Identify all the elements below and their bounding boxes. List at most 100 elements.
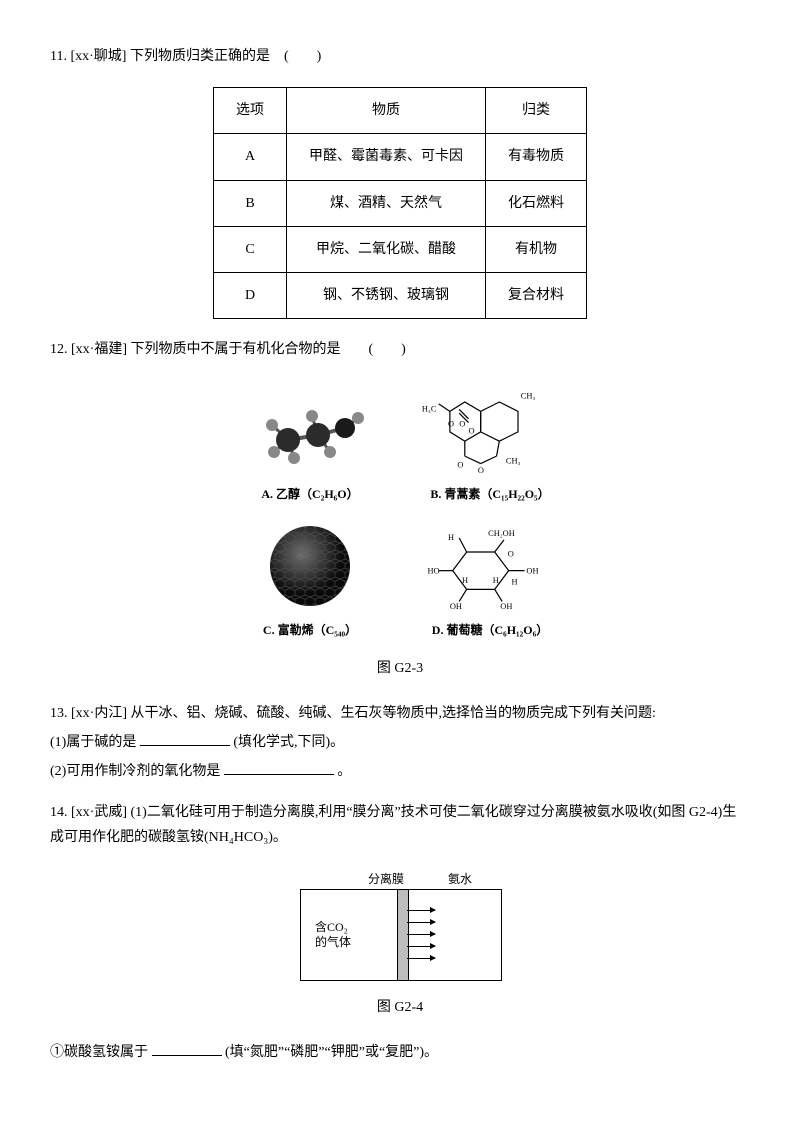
arrow-icon xyxy=(407,958,435,959)
membrane-box: 含CO₂ 的气体 xyxy=(300,889,502,981)
q12-figure: A. 乙醇（C₂H₆O） xyxy=(50,380,750,680)
q13-source: [xx·内江] xyxy=(71,706,127,721)
q12-c-label: C. 富勒烯（C₅₄₀） xyxy=(225,620,395,642)
q11-r2c1: 甲烷、二氧化碳、醋酸 xyxy=(287,226,486,272)
svg-text:O: O xyxy=(459,420,465,429)
q11-r2c0: C xyxy=(214,226,287,272)
q12-figure-grid: A. 乙醇（C₂H₆O） xyxy=(220,380,580,641)
q12-choice-b: CH₃ H₃C O O O O O CH₃ B. 青蒿素（C₁₅H₂₂O₅） xyxy=(405,380,575,506)
q14-sub1-prefix: ①碳酸氢铵属于 xyxy=(50,1045,148,1060)
svg-text:O: O xyxy=(457,461,463,470)
fullerene-icon xyxy=(240,516,380,616)
q14-stem: 14. [xx·武威] (1)二氧化硅可用于制造分离膜,利用“膜分离”技术可使二… xyxy=(50,800,750,850)
fill-blank[interactable] xyxy=(224,760,334,775)
q11-r1c2: 化石燃料 xyxy=(486,180,587,226)
svg-text:O: O xyxy=(508,550,514,559)
q12-choice-c: C. 富勒烯（C₅₄₀） xyxy=(225,516,395,642)
q14-stem-text: (1)二氧化硅可用于制造分离膜,利用“膜分离”技术可使二氧化碳穿过分离膜被氨水吸… xyxy=(50,805,736,845)
question-13: 13. [xx·内江] 从干冰、铝、烧碱、硫酸、纯碱、生石灰等物质中,选择恰当的… xyxy=(50,701,750,785)
q12-d-label: D. 葡萄糖（C₆H₁₂O₆） xyxy=(405,620,575,642)
q11-r0c1: 甲醛、霉菌毒素、可卡因 xyxy=(287,134,486,180)
q12-source: [xx·福建] xyxy=(71,342,127,357)
artemisinin-structure-icon: CH₃ H₃C O O O O O CH₃ xyxy=(420,380,560,480)
svg-text:OH: OH xyxy=(500,602,512,611)
label-ammonia: 氨水 xyxy=(448,869,472,891)
q11-stem: 11. [xx·聊城] 下列物质归类正确的是 ( ) xyxy=(50,44,750,69)
q11-number: 11. xyxy=(50,49,67,64)
q11-r1c1: 煤、酒精、天然气 xyxy=(287,180,486,226)
q13-stem-text: 从干冰、铝、烧碱、硫酸、纯碱、生石灰等物质中,选择恰当的物质完成下列有关问题: xyxy=(131,706,656,721)
table-header-row: 选项 物质 归类 xyxy=(214,88,587,134)
svg-text:O: O xyxy=(478,466,484,475)
q11-source: [xx·聊城] xyxy=(70,49,126,64)
q13-sub1: (1)属于碱的是 (填化学式,下同)。 xyxy=(50,730,750,755)
arrow-icon xyxy=(407,946,435,947)
q13-sub2-suffix: 。 xyxy=(337,764,351,779)
q13-sub2: (2)可用作制冷剂的氧化物是 。 xyxy=(50,759,750,784)
glucose-structure-icon: CH₂OH O H HO OH H H OH OH H xyxy=(420,516,560,616)
table-row: D 钢、不锈钢、玻璃钢 复合材料 xyxy=(214,272,587,318)
q11-r1c0: B xyxy=(214,180,287,226)
svg-text:HO: HO xyxy=(427,566,439,575)
q11-table: 选项 物质 归类 A 甲醛、霉菌毒素、可卡因 有毒物质 B 煤、酒精、天然气 化… xyxy=(213,87,587,319)
question-11: 11. [xx·聊城] 下列物质归类正确的是 ( ) 选项 物质 归类 A 甲醛… xyxy=(50,44,750,319)
q13-sub1-prefix: (1)属于碱的是 xyxy=(50,735,136,750)
label-separator: 分离膜 xyxy=(368,869,404,891)
q12-choice-d: CH₂OH O H HO OH H H OH OH H D. 葡萄糖（C₆H₁₂… xyxy=(405,516,575,642)
svg-text:O: O xyxy=(469,427,475,436)
membrane-diagram: 分离膜 氨水 含CO₂ 的气体 xyxy=(290,869,510,981)
table-row: B 煤、酒精、天然气 化石燃料 xyxy=(214,180,587,226)
arrow-icon xyxy=(407,922,435,923)
q13-number: 13. xyxy=(50,706,68,721)
svg-text:H: H xyxy=(511,578,517,587)
svg-text:H: H xyxy=(462,576,468,585)
svg-text:OH: OH xyxy=(526,566,538,575)
svg-text:CH₃: CH₃ xyxy=(506,457,521,466)
q12-choice-a: A. 乙醇（C₂H₆O） xyxy=(225,380,395,506)
q11-r3c1: 钢、不锈钢、玻璃钢 xyxy=(287,272,486,318)
q13-sub2-prefix: (2)可用作制冷剂的氧化物是 xyxy=(50,764,220,779)
fill-blank[interactable] xyxy=(140,731,230,746)
q11-r0c2: 有毒物质 xyxy=(486,134,587,180)
question-14: 14. [xx·武威] (1)二氧化硅可用于制造分离膜,利用“膜分离”技术可使二… xyxy=(50,800,750,1065)
arrow-icon xyxy=(407,910,435,911)
q12-b-label: B. 青蒿素（C₁₅H₂₂O₅） xyxy=(405,484,575,506)
q12-number: 12. xyxy=(50,342,68,357)
q12-figure-caption: 图 G2-3 xyxy=(50,656,750,681)
fill-blank[interactable] xyxy=(152,1041,222,1056)
q11-r3c0: D xyxy=(214,272,287,318)
q12-stem-text: 下列物质中不属于有机化合物的是 ( ) xyxy=(131,342,406,357)
q14-figure: 分离膜 氨水 含CO₂ 的气体 xyxy=(50,869,750,1020)
q14-source: [xx·武威] xyxy=(71,805,127,820)
q11-r0c0: A xyxy=(214,134,287,180)
question-12: 12. [xx·福建] 下列物质中不属于有机化合物的是 ( ) xyxy=(50,337,750,681)
q13-stem: 13. [xx·内江] 从干冰、铝、烧碱、硫酸、纯碱、生石灰等物质中,选择恰当的… xyxy=(50,701,750,726)
q11-th-0: 选项 xyxy=(214,88,287,134)
q14-sub1-suffix: (填“氮肥”“磷肥”“钾肥”或“复肥”)。 xyxy=(225,1045,438,1060)
q11-stem-text: 下列物质归类正确的是 ( ) xyxy=(130,49,321,64)
gas-label: 含CO₂ 的气体 xyxy=(315,920,351,951)
membrane-bar-icon xyxy=(397,890,409,980)
svg-text:H: H xyxy=(493,576,499,585)
svg-text:H₃C: H₃C xyxy=(422,405,437,414)
gas-label-l1: 含CO₂ xyxy=(315,920,348,934)
q14-figure-caption: 图 G2-4 xyxy=(50,995,750,1020)
svg-text:H: H xyxy=(448,533,454,542)
table-row: A 甲醛、霉菌毒素、可卡因 有毒物质 xyxy=(214,134,587,180)
q13-sub1-suffix: (填化学式,下同)。 xyxy=(233,735,344,750)
q11-r3c2: 复合材料 xyxy=(486,272,587,318)
ethanol-molecule-icon xyxy=(240,380,380,480)
svg-text:CH₃: CH₃ xyxy=(521,392,536,401)
arrow-icon xyxy=(407,934,435,935)
gas-label-l2: 的气体 xyxy=(315,935,351,949)
q12-a-label: A. 乙醇（C₂H₆O） xyxy=(225,484,395,506)
svg-text:CH₂OH: CH₂OH xyxy=(488,529,515,538)
q11-th-2: 归类 xyxy=(486,88,587,134)
q14-sub1: ①碳酸氢铵属于 (填“氮肥”“磷肥”“钾肥”或“复肥”)。 xyxy=(50,1040,750,1065)
svg-text:O: O xyxy=(448,420,454,429)
q12-stem: 12. [xx·福建] 下列物质中不属于有机化合物的是 ( ) xyxy=(50,337,750,362)
q14-number: 14. xyxy=(50,805,68,820)
table-row: C 甲烷、二氧化碳、醋酸 有机物 xyxy=(214,226,587,272)
q11-r2c2: 有机物 xyxy=(486,226,587,272)
q11-th-1: 物质 xyxy=(287,88,486,134)
